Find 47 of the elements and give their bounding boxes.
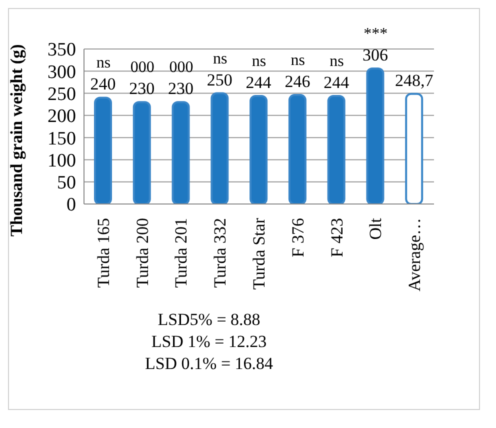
y-tick-label: 0 <box>66 194 76 216</box>
y-tick-label: 250 <box>48 84 76 106</box>
bar <box>327 94 346 204</box>
y-tick-label: 200 <box>48 106 76 128</box>
annotation: 000 <box>169 59 194 76</box>
data-label: 230 <box>168 79 194 98</box>
data-label: 250 <box>206 70 232 90</box>
x-tick-label: Turda Star <box>250 218 268 290</box>
x-tick-label: F 376 <box>288 218 308 258</box>
data-label: 240 <box>90 74 116 94</box>
annotation: ns <box>212 50 228 68</box>
y-tick-label: 350 <box>48 40 76 61</box>
bar <box>210 92 229 204</box>
text: LSD 0.1% = 16.84 <box>144 353 274 375</box>
bar <box>405 92 424 204</box>
x-tick-label: Olt <box>366 218 386 240</box>
x-tick-label: Average… <box>405 218 424 292</box>
data-label: 248,7 <box>394 70 434 90</box>
x-tick-label: Turda 165 <box>94 218 113 288</box>
y-tick-label: 50 <box>57 172 76 194</box>
bar <box>288 94 306 204</box>
data-label: 246 <box>284 72 310 92</box>
bar <box>132 101 151 204</box>
x-tick-label: Turda 200 <box>132 218 152 288</box>
annotation: *** <box>364 25 388 42</box>
y-axis-title: Thousand grain weight (g) <box>7 44 26 236</box>
text: LSD5% = 8.88 <box>156 309 262 331</box>
annotation: ns <box>290 52 306 70</box>
y-tick-label: 100 <box>48 150 76 172</box>
annotation: ns <box>252 52 266 70</box>
annotation: ns <box>330 52 344 70</box>
data-label: 244 <box>246 72 272 92</box>
bar <box>172 101 190 204</box>
x-tick-label: Turda 201 <box>172 218 191 288</box>
data-label: 244 <box>324 72 350 92</box>
text: LSD 1% = 12.23 <box>150 331 268 353</box>
x-tick-label: F 423 <box>327 218 346 258</box>
bar <box>366 67 384 204</box>
annotation: 000 <box>130 59 154 76</box>
y-tick-label: 150 <box>48 128 76 150</box>
bar <box>250 94 268 204</box>
data-label: 306 <box>362 45 388 64</box>
annotation: ns <box>96 54 111 72</box>
data-label: 230 <box>129 79 155 98</box>
bar <box>94 96 112 204</box>
x-tick-label: Turda 332 <box>210 218 230 288</box>
y-tick-label: 300 <box>48 62 76 83</box>
